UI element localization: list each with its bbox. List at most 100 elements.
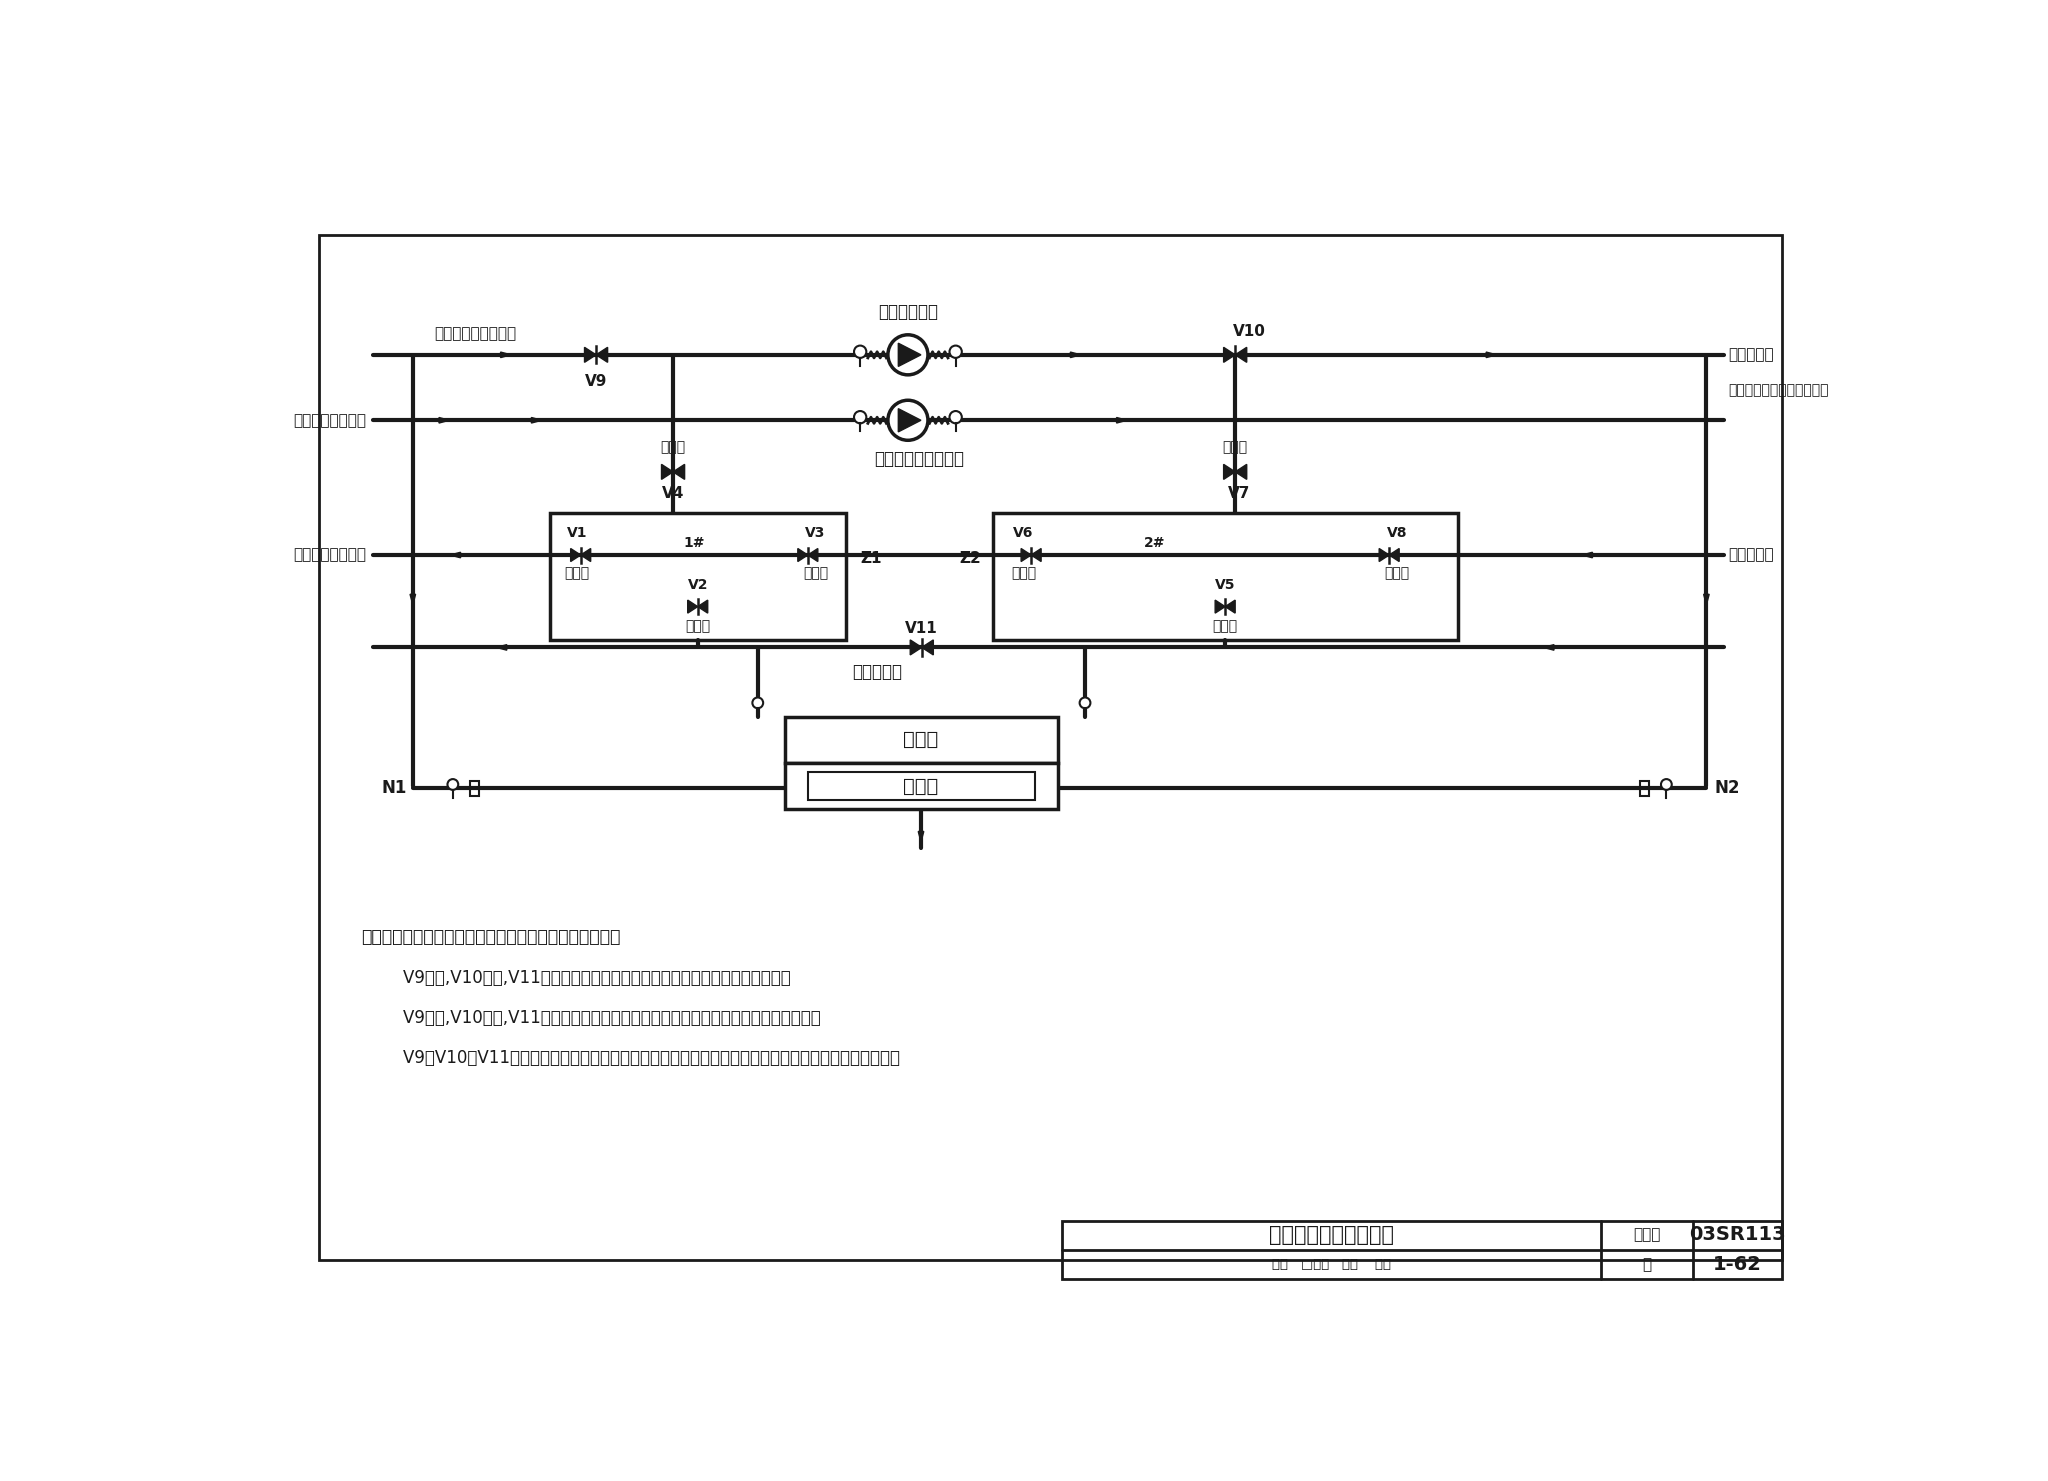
- Text: V4: V4: [662, 486, 684, 501]
- Bar: [807, 772, 1034, 800]
- Text: 说明：此方案加上了三根连通管，阀组的阀门全都关闭。: 说明：此方案加上了三根连通管，阀组的阀门全都关闭。: [360, 929, 621, 946]
- Polygon shape: [688, 600, 698, 613]
- Polygon shape: [1116, 418, 1126, 424]
- Text: （关）: （关）: [565, 567, 590, 581]
- Polygon shape: [1544, 644, 1554, 650]
- Text: V9、V10、V11阀全开时，可同时开动末端水循环泵和能量提升系统循环泵实现能量提升系统直供制冷。: V9、V10、V11阀全开时，可同时开动末端水循环泵和能量提升系统循环泵实现能量…: [360, 1049, 901, 1066]
- Text: V1: V1: [567, 526, 588, 541]
- Polygon shape: [451, 552, 461, 558]
- Text: 冷凝器: 冷凝器: [903, 776, 938, 795]
- Text: V9阀开,V10阀关,V11阀开时，利用末端水循环泵实现能量提升系统直供制冷。: V9阀开,V10阀关,V11阀开时，利用末端水循环泵实现能量提升系统直供制冷。: [360, 969, 791, 986]
- Polygon shape: [1378, 548, 1389, 561]
- Polygon shape: [918, 831, 924, 841]
- Text: （关）: （关）: [686, 619, 711, 634]
- Bar: [784, 763, 1059, 809]
- Circle shape: [889, 335, 928, 375]
- Text: V9阀关,V10阀开,V11阀开时，利用能量提升系统循环泵实现能量提升系统直供制冷。: V9阀关,V10阀开,V11阀开时，利用能量提升系统循环泵实现能量提升系统直供制…: [360, 1009, 821, 1026]
- Bar: [784, 717, 1059, 763]
- Text: V2: V2: [688, 578, 709, 592]
- Polygon shape: [1030, 548, 1040, 561]
- Polygon shape: [530, 418, 543, 424]
- Polygon shape: [1487, 352, 1497, 357]
- Circle shape: [854, 345, 866, 358]
- Polygon shape: [1071, 352, 1081, 357]
- Text: 末端水循环泵连通管: 末端水循环泵连通管: [434, 326, 516, 341]
- Polygon shape: [1223, 348, 1235, 363]
- Text: V7: V7: [1229, 486, 1249, 501]
- Polygon shape: [496, 644, 506, 650]
- Text: V6: V6: [1014, 526, 1034, 541]
- Text: 能量提升系统循环泵: 能量提升系统循环泵: [874, 450, 965, 468]
- Text: V10: V10: [1233, 324, 1266, 339]
- Text: 2#: 2#: [1143, 536, 1165, 549]
- Polygon shape: [807, 548, 817, 561]
- Text: Z1: Z1: [860, 551, 883, 566]
- Polygon shape: [899, 409, 922, 432]
- Text: Z2: Z2: [958, 551, 981, 566]
- Bar: [469, 780, 479, 795]
- Text: （关）: （关）: [1223, 440, 1247, 455]
- Text: 03SR113: 03SR113: [1690, 1225, 1786, 1244]
- Polygon shape: [584, 348, 596, 363]
- Circle shape: [1079, 698, 1090, 708]
- Polygon shape: [899, 344, 922, 366]
- Polygon shape: [922, 640, 934, 655]
- Circle shape: [854, 412, 866, 424]
- Bar: [1640, 780, 1649, 795]
- Polygon shape: [500, 352, 512, 357]
- Text: 能量提升系统供水: 能量提升系统供水: [293, 548, 367, 563]
- Text: V9: V9: [586, 375, 608, 390]
- Circle shape: [950, 345, 963, 358]
- Polygon shape: [1704, 594, 1710, 604]
- Text: 能量提升系统循环泵连通管: 能量提升系统循环泵连通管: [1729, 384, 1829, 397]
- Circle shape: [950, 412, 963, 424]
- Polygon shape: [571, 548, 582, 561]
- Text: V11: V11: [905, 622, 938, 637]
- Text: （关）: （关）: [1384, 567, 1409, 581]
- Polygon shape: [698, 600, 709, 613]
- Text: 水直供制冷方案（二）: 水直供制冷方案（二）: [1270, 1225, 1395, 1246]
- Text: （关）: （关）: [662, 440, 686, 455]
- Text: 审核   □墨总   校对    设计: 审核 □墨总 校对 设计: [1272, 1257, 1391, 1271]
- Polygon shape: [1225, 600, 1235, 613]
- Polygon shape: [1581, 552, 1593, 558]
- Circle shape: [889, 400, 928, 440]
- Text: V5: V5: [1214, 578, 1235, 592]
- Polygon shape: [1022, 548, 1030, 561]
- Polygon shape: [438, 418, 449, 424]
- Text: 图集号: 图集号: [1634, 1228, 1661, 1243]
- Polygon shape: [410, 594, 416, 604]
- Text: N1: N1: [381, 779, 408, 797]
- Text: （关）: （关）: [1012, 567, 1036, 581]
- Text: N2: N2: [1714, 779, 1739, 797]
- Text: （关）: （关）: [803, 567, 827, 581]
- Polygon shape: [909, 640, 922, 655]
- Polygon shape: [674, 465, 684, 480]
- Text: 能量提升系统回水: 能量提升系统回水: [293, 413, 367, 428]
- Text: 页: 页: [1642, 1257, 1651, 1272]
- Polygon shape: [596, 348, 608, 363]
- Text: （关）: （关）: [1212, 619, 1237, 634]
- Polygon shape: [799, 548, 807, 561]
- Text: V3: V3: [805, 526, 825, 541]
- Polygon shape: [1235, 348, 1247, 363]
- Circle shape: [446, 779, 459, 789]
- Text: 接末端回水: 接末端回水: [1729, 548, 1774, 563]
- Text: 1#: 1#: [684, 536, 705, 549]
- Polygon shape: [582, 548, 590, 561]
- Circle shape: [1661, 779, 1671, 789]
- Text: 回水连通管: 回水连通管: [852, 663, 901, 681]
- Text: 末端水循环泵: 末端水循环泵: [879, 304, 938, 321]
- Circle shape: [752, 698, 764, 708]
- Bar: [549, 512, 846, 640]
- Text: 蒸发器: 蒸发器: [903, 730, 938, 749]
- Bar: [993, 512, 1458, 640]
- Text: 接末端供水: 接末端供水: [1729, 348, 1774, 363]
- Polygon shape: [1223, 465, 1235, 480]
- Bar: [1063, 1220, 1782, 1278]
- Text: 1-62: 1-62: [1712, 1254, 1761, 1274]
- Polygon shape: [1389, 548, 1399, 561]
- Bar: [319, 235, 1782, 1259]
- Text: V8: V8: [1386, 526, 1407, 541]
- Polygon shape: [1235, 465, 1247, 480]
